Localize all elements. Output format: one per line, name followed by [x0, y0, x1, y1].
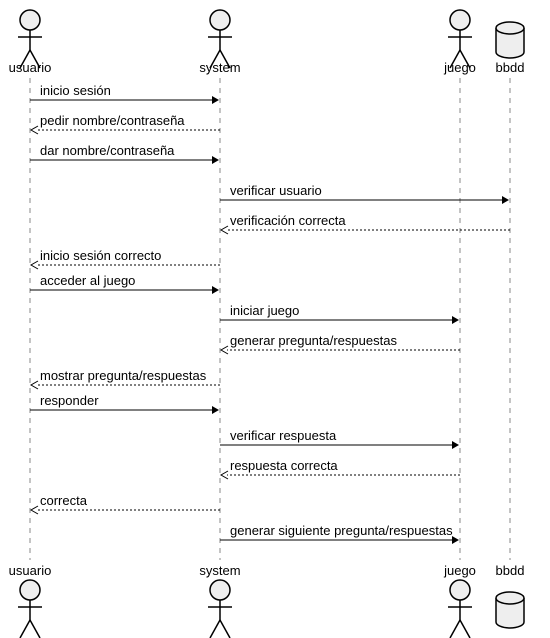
arrowhead — [452, 316, 459, 324]
db-bbdd-top: bbdd — [496, 22, 525, 75]
message-label-14: generar siguiente pregunta/respuestas — [230, 523, 453, 538]
actor-juego-bottom: juego — [443, 563, 476, 638]
arrowhead — [452, 536, 459, 544]
message-label-11: verificar respuesta — [230, 428, 337, 443]
actor-label: juego — [443, 563, 476, 578]
db-label: bbdd — [496, 60, 525, 75]
message-label-12: respuesta correcta — [230, 458, 338, 473]
arrowhead — [221, 226, 228, 234]
arrowhead — [212, 96, 219, 104]
arrowhead — [452, 441, 459, 449]
message-label-3: verificar usuario — [230, 183, 322, 198]
arrowhead — [31, 261, 38, 269]
arrowhead — [31, 381, 38, 389]
message-label-10: responder — [40, 393, 99, 408]
message-label-5: inicio sesión correcto — [40, 248, 161, 263]
actor-label: usuario — [9, 60, 52, 75]
message-label-1: pedir nombre/contraseña — [40, 113, 185, 128]
message-label-4: verificación correcta — [230, 213, 346, 228]
arrowhead — [212, 286, 219, 294]
arrowhead — [31, 126, 38, 134]
message-label-2: dar nombre/contraseña — [40, 143, 175, 158]
arrowhead — [31, 506, 38, 514]
message-label-9: mostrar pregunta/respuestas — [40, 368, 207, 383]
message-label-13: correcta — [40, 493, 88, 508]
actor-usuario-bottom: usuario — [9, 563, 52, 638]
actor-system-top: system — [199, 10, 240, 75]
actor-label: system — [199, 563, 240, 578]
actor-label: juego — [443, 60, 476, 75]
sequence-diagram: usuario system juego bbdd inicio sesión pedir… — [0, 0, 550, 638]
message-label-8: generar pregunta/respuestas — [230, 333, 397, 348]
db-bbdd-bottom: bbdd — [496, 563, 525, 628]
actor-label: usuario — [9, 563, 52, 578]
actor-system-bottom: system — [199, 563, 240, 638]
message-label-0: inicio sesión — [40, 83, 111, 98]
actor-label: system — [199, 60, 240, 75]
arrowhead — [212, 156, 219, 164]
arrowhead — [221, 471, 228, 479]
arrowhead — [502, 196, 509, 204]
arrowhead — [221, 346, 228, 354]
db-label: bbdd — [496, 563, 525, 578]
message-label-7: iniciar juego — [230, 303, 299, 318]
actor-juego-top: juego — [443, 10, 476, 75]
message-label-6: acceder al juego — [40, 273, 135, 288]
actor-usuario-top: usuario — [9, 10, 52, 75]
arrowhead — [212, 406, 219, 414]
